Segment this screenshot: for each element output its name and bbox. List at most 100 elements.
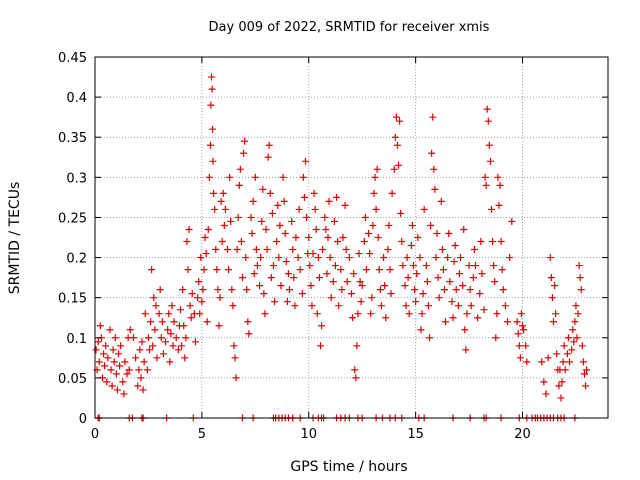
data-point	[438, 246, 446, 254]
data-point	[434, 274, 442, 282]
data-point	[355, 250, 363, 258]
data-point	[325, 197, 333, 205]
data-point	[515, 342, 523, 350]
data-point	[110, 358, 118, 366]
data-point	[478, 270, 486, 278]
data-point	[558, 378, 566, 386]
data-point	[169, 342, 177, 350]
data-point	[374, 234, 382, 241]
data-point	[579, 358, 587, 366]
data-point	[432, 254, 440, 262]
data-point	[303, 213, 311, 221]
data-point	[253, 262, 261, 270]
data-point	[324, 234, 332, 241]
data-point	[141, 310, 149, 318]
data-point	[348, 290, 355, 298]
x-tick-label: 0	[91, 427, 99, 442]
data-point	[517, 310, 525, 318]
data-point	[132, 354, 140, 362]
data-point	[277, 282, 285, 290]
data-point	[94, 338, 102, 346]
data-point	[513, 318, 521, 326]
data-point	[339, 234, 347, 241]
data-point	[95, 358, 103, 366]
data-point	[461, 326, 469, 334]
data-point	[143, 366, 151, 374]
data-point	[244, 318, 252, 326]
data-point	[570, 338, 578, 346]
data-point	[403, 254, 411, 262]
data-point	[207, 101, 215, 109]
data-point	[452, 286, 460, 294]
x-tick-label: 5	[198, 427, 206, 442]
data-point	[151, 326, 159, 334]
data-point	[474, 314, 482, 322]
data-point	[315, 274, 323, 282]
data-point	[291, 302, 299, 310]
data-point	[354, 310, 362, 318]
data-point	[319, 246, 327, 254]
data-point	[203, 318, 211, 326]
data-point	[553, 350, 561, 358]
data-point	[198, 298, 206, 306]
data-point	[317, 342, 325, 350]
data-point	[395, 161, 403, 169]
data-point	[560, 342, 568, 350]
data-point	[195, 278, 203, 286]
data-point	[289, 246, 297, 254]
data-point	[177, 306, 184, 314]
data-point	[115, 350, 123, 358]
x-tick-label: 10	[300, 427, 317, 442]
data-point	[419, 290, 427, 298]
data-point	[204, 225, 212, 233]
data-point	[208, 85, 216, 93]
data-point	[362, 266, 370, 274]
y-tick-label: 0.05	[58, 372, 87, 387]
data-point	[230, 342, 238, 350]
grid-lines	[95, 57, 608, 418]
data-point	[308, 302, 316, 310]
data-point	[572, 302, 580, 310]
data-point	[413, 270, 421, 278]
data-point	[150, 294, 158, 302]
data-point	[227, 217, 235, 225]
data-point	[103, 378, 111, 386]
data-point	[199, 286, 207, 294]
data-point	[414, 234, 422, 241]
data-point	[492, 334, 500, 342]
data-point	[251, 173, 259, 181]
data-point	[166, 358, 174, 366]
data-point	[430, 165, 438, 173]
data-point	[426, 334, 434, 342]
data-point	[417, 326, 425, 334]
data-point	[575, 262, 583, 270]
data-point	[188, 290, 196, 298]
data-point	[153, 354, 161, 362]
data-point	[399, 262, 407, 270]
data-point	[369, 221, 377, 229]
data-point	[398, 238, 406, 246]
data-point	[100, 350, 108, 358]
data-point	[157, 334, 165, 342]
data-point	[470, 246, 478, 254]
data-point	[331, 262, 339, 270]
data-point	[568, 346, 576, 354]
data-point	[156, 286, 164, 294]
data-point	[168, 302, 176, 310]
x-tick-label: 20	[514, 427, 531, 442]
data-point	[269, 262, 277, 270]
data-point	[583, 366, 591, 374]
data-point	[172, 334, 180, 342]
data-point	[538, 358, 546, 366]
data-point	[313, 310, 321, 318]
data-point	[108, 382, 116, 390]
data-point	[286, 286, 294, 294]
data-point	[409, 262, 417, 270]
data-point	[582, 382, 590, 390]
data-point	[465, 262, 473, 270]
data-point	[261, 310, 269, 318]
y-tick-label: 0.35	[58, 131, 87, 146]
data-point	[442, 318, 450, 326]
data-point	[307, 282, 315, 290]
data-point	[221, 205, 229, 213]
